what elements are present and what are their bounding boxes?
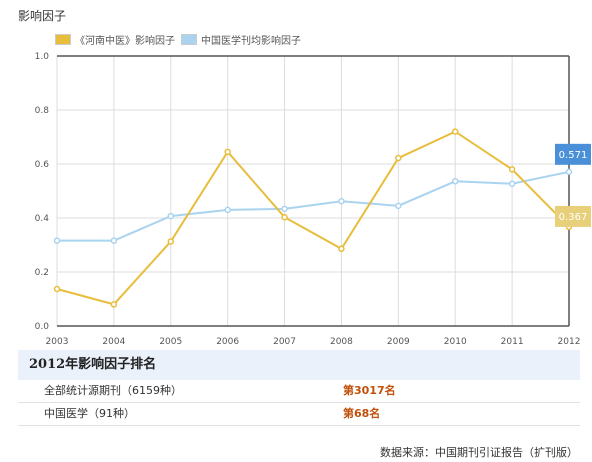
data-point (508, 166, 516, 173)
x-tick-label: 2008 (330, 337, 353, 347)
data-point (395, 154, 402, 162)
x-tick-label: 2005 (159, 337, 182, 347)
ranking-section: 2012年影响因子排名 全部统计源期刊（6159种） 第3017名 中国医学（9… (18, 350, 580, 426)
data-point (53, 285, 61, 293)
data-point (451, 178, 459, 185)
ranking-title: 2012年影响因子排名 (18, 350, 580, 380)
end-label-box (555, 143, 591, 165)
ranking-row-value: 第68名 (343, 407, 381, 420)
data-point (110, 301, 118, 308)
x-tick-label: 2010 (444, 337, 467, 347)
x-tick-label: 2011 (501, 337, 524, 347)
legend-item-avg[interactable]: 中国医学刊均影响因子 (181, 32, 301, 47)
ranking-row: 中国医学（91种） 第68名 (18, 403, 580, 426)
y-tick-label: 0.2 (35, 268, 49, 278)
end-label: 0.571 (559, 150, 588, 161)
y-tick-label: 0.8 (35, 106, 50, 116)
ranking-row-label: 全部统计源期刊（6159种） (44, 384, 182, 397)
y-tick-label: 0.6 (35, 160, 50, 170)
data-point (281, 205, 288, 213)
data-point (167, 238, 175, 245)
legend-swatch-henan (55, 34, 71, 45)
x-tick-label: 2009 (387, 337, 410, 347)
end-label: 0.367 (559, 212, 588, 223)
x-tick-label: 2003 (46, 337, 69, 347)
y-tick-label: 1.0 (35, 52, 50, 62)
ranking-row: 全部统计源期刊（6159种） 第3017名 (18, 380, 580, 403)
data-point (508, 180, 516, 187)
y-tick-label: 0.0 (35, 322, 50, 332)
data-point (565, 168, 573, 176)
data-point (395, 202, 402, 210)
data-point (451, 128, 459, 135)
legend-label-avg: 中国医学刊均影响因子 (201, 36, 301, 47)
data-point (338, 198, 345, 205)
data-point (224, 206, 231, 214)
legend: 《河南中医》影响因子 中国医学刊均影响因子 (55, 32, 307, 47)
y-tick-label: 0.4 (35, 214, 50, 224)
data-point (338, 245, 345, 253)
data-point (110, 237, 118, 244)
ranking-row-value: 第3017名 (343, 384, 396, 397)
ranking-row-label: 中国医学（91种） (44, 407, 135, 420)
series-line-1 (57, 170, 570, 242)
x-tick-label: 2007 (273, 337, 296, 347)
legend-label-henan: 《河南中医》影响因子 (75, 36, 175, 47)
data-source-note: 数据来源：中国期刊引证报告（扩刊版） (380, 446, 578, 459)
x-tick-label: 2006 (216, 337, 239, 347)
x-tick-label: 2004 (102, 337, 125, 347)
x-tick-label: 2012 (558, 337, 581, 347)
data-point (53, 237, 61, 244)
series-line-0 (56, 130, 570, 306)
data-point (281, 213, 288, 221)
end-label-box (555, 205, 591, 227)
legend-swatch-avg (181, 34, 197, 45)
line-chart: 0.0 0.2 0.4 0.6 0.8 1.0 2003 2004 2005 2006 2007 20… (35, 52, 591, 347)
chart-title: 影响因子 (18, 9, 67, 23)
legend-item-henan[interactable]: 《河南中医》影响因子 (55, 32, 175, 47)
data-point (167, 212, 175, 220)
data-point (224, 148, 231, 156)
